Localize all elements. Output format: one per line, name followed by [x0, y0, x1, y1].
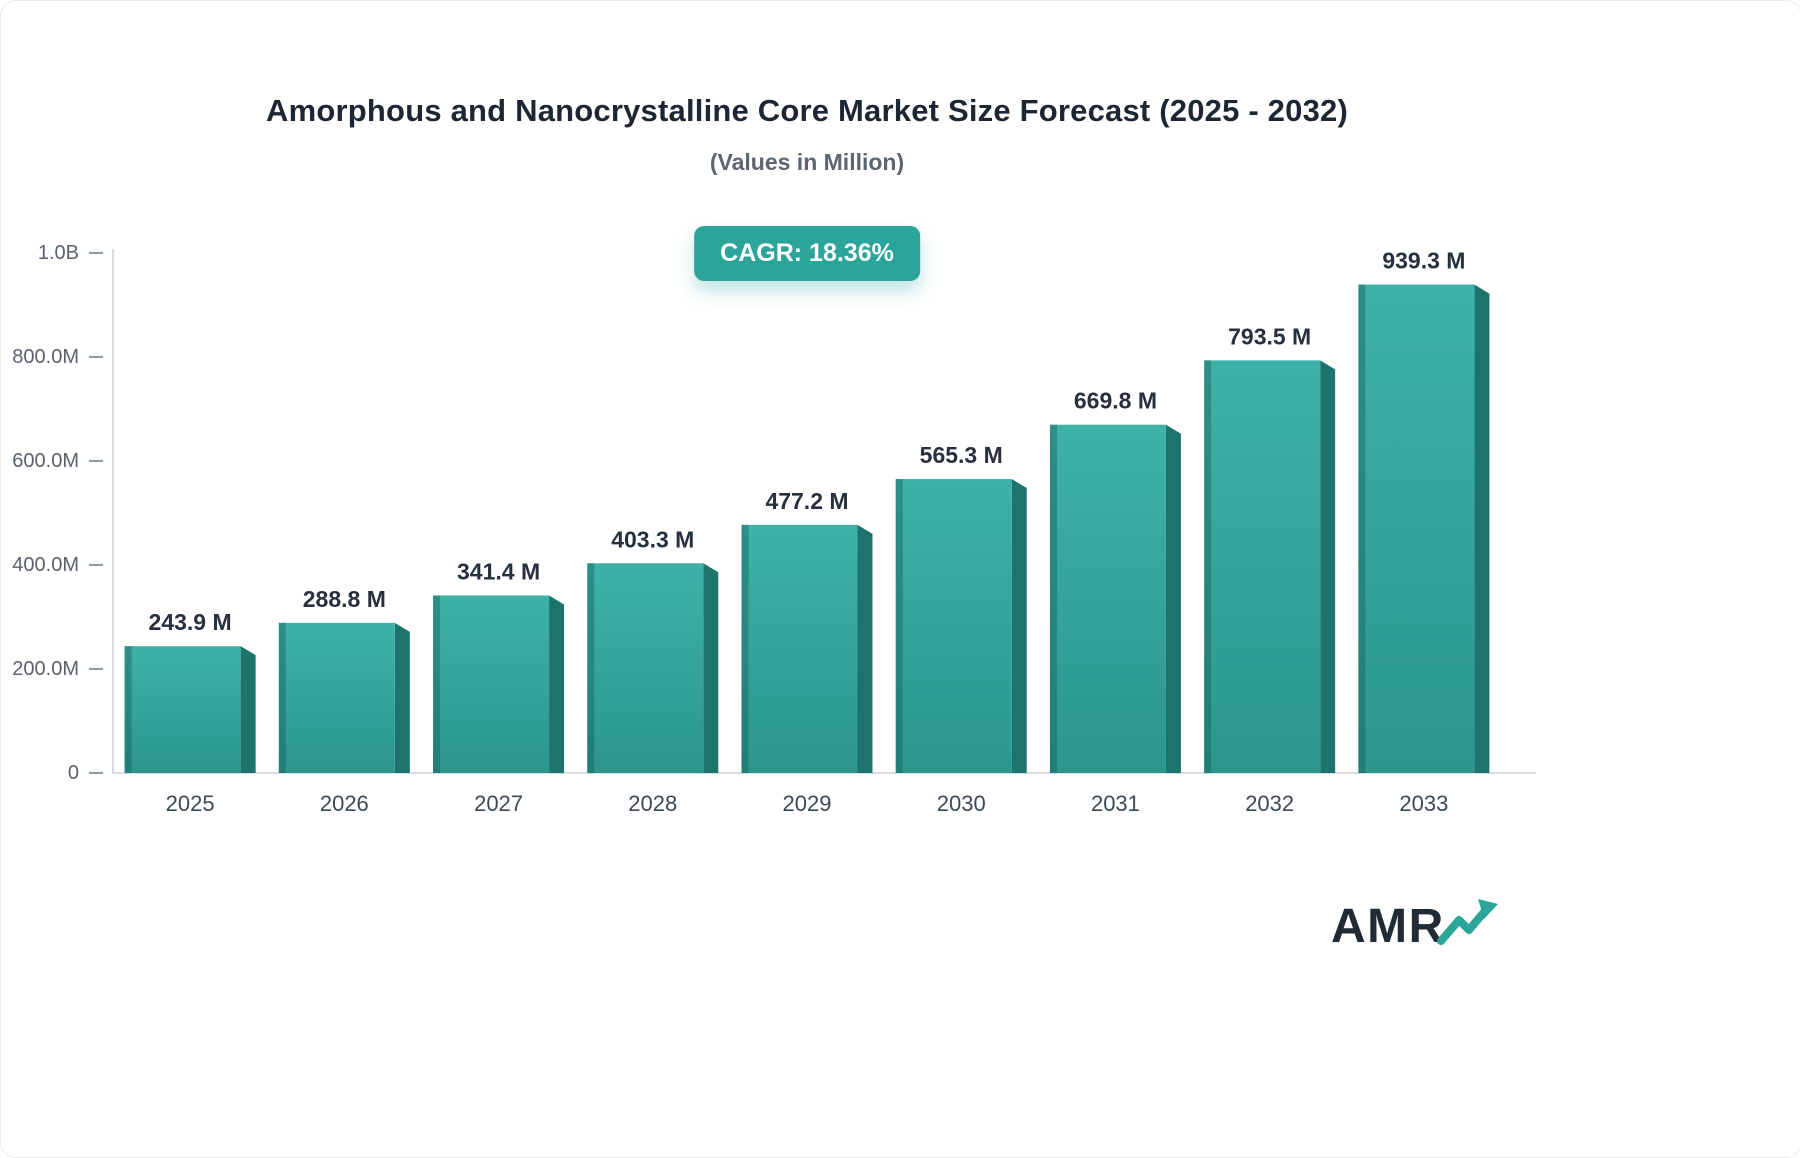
bar-side-face — [1165, 424, 1181, 773]
y-axis-tick-label: 1.0B — [38, 242, 79, 264]
bar-left-edge — [1049, 424, 1057, 773]
bar-side-face — [1011, 479, 1027, 773]
bar-value-label: 403.3 M — [611, 526, 694, 552]
bar — [433, 595, 550, 773]
bar — [1204, 360, 1321, 773]
bar — [278, 622, 395, 773]
bar-value-label: 477.2 M — [765, 488, 848, 514]
bar — [124, 646, 241, 773]
bar-value-label: 243.9 M — [149, 609, 232, 635]
bar-value-label: 288.8 M — [303, 586, 386, 612]
y-axis-tick-label: 800.0M — [12, 346, 79, 368]
x-axis-label: 2026 — [320, 791, 369, 816]
x-axis-label: 2031 — [1091, 791, 1140, 816]
bar-side-face — [703, 563, 719, 773]
x-axis-label: 2032 — [1245, 791, 1294, 816]
x-axis-label: 2025 — [166, 791, 215, 816]
chart-title: Amorphous and Nanocrystalline Core Marke… — [266, 93, 1348, 128]
growth-arrow-icon — [1436, 898, 1498, 945]
bar-left-edge — [741, 524, 749, 773]
bar-left-edge — [1358, 284, 1366, 773]
x-axis-label: 2027 — [474, 791, 523, 816]
cagr-badge: CAGR: 18.36% — [694, 226, 920, 281]
bar-left-edge — [895, 479, 903, 773]
bar — [587, 563, 704, 773]
bar-value-label: 565.3 M — [920, 442, 1003, 468]
bar-value-label: 341.4 M — [457, 558, 540, 584]
y-axis-tick-label: 600.0M — [12, 450, 79, 472]
y-axis-tick-label: 0 — [68, 762, 79, 784]
bar-side-face — [1474, 284, 1490, 773]
x-axis-label: 2033 — [1399, 791, 1448, 816]
bar-left-edge — [433, 595, 441, 773]
amr-logo: AMR — [1331, 898, 1501, 954]
cagr-badge-label: CAGR: 18.36% — [720, 239, 894, 267]
bar-left-edge — [278, 622, 286, 773]
bar — [895, 479, 1012, 773]
bar-side-face — [857, 524, 873, 773]
bar-side-face — [394, 622, 410, 773]
chart-bars — [124, 284, 1490, 773]
amr-logo-text: AMR — [1331, 900, 1445, 953]
bar-value-label: 939.3 M — [1382, 248, 1465, 274]
bar — [1358, 284, 1475, 773]
bar-left-edge — [124, 646, 132, 773]
bar-value-label: 669.8 M — [1074, 388, 1157, 414]
chart-subtitle: (Values in Million) — [709, 149, 905, 175]
chart-labels: 243.9 M 2025 288.8 M 2026 341.4 M 2027 403.3 M… — [149, 248, 1466, 816]
y-axis-tick-label: 200.0M — [12, 658, 79, 680]
bar — [741, 524, 858, 773]
bar-left-edge — [587, 563, 595, 773]
bar-side-face — [240, 646, 256, 773]
bar-side-face — [1320, 360, 1336, 773]
bar-left-edge — [1204, 360, 1212, 773]
bar-value-label: 793.5 M — [1228, 323, 1311, 349]
x-axis-label: 2030 — [937, 791, 986, 816]
y-axis-tick-label: 400.0M — [12, 554, 79, 576]
bar-side-face — [549, 595, 565, 773]
x-axis-label: 2029 — [783, 791, 832, 816]
bar — [1049, 424, 1166, 773]
x-axis-label: 2028 — [628, 791, 677, 816]
